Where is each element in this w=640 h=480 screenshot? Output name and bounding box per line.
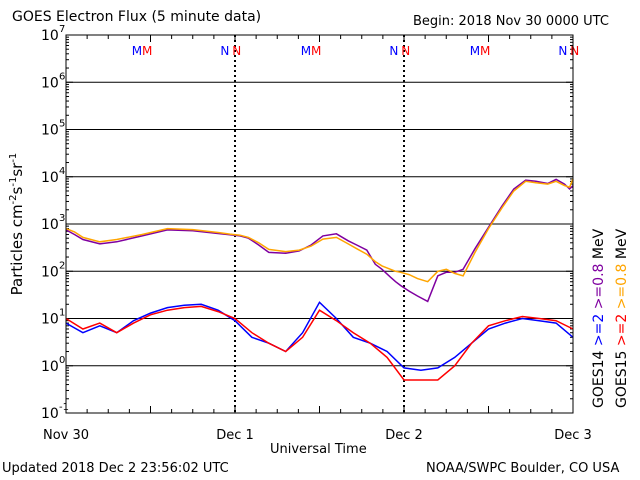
svg-text:10: 10 [41, 359, 59, 375]
svg-text:-1: -1 [59, 402, 69, 413]
orbit-marker: M [311, 44, 321, 58]
y-tick-label: 10 2 [41, 260, 65, 280]
y-tick-label: 10 5 [41, 119, 65, 139]
updated-timestamp: Updated 2018 Dec 2 23:56:02 UTC [2, 461, 229, 476]
y-tick-label: 10 3 [41, 213, 65, 233]
svg-text:GOES14 >=2 >=0.8 MeV: GOES14 >=2 >=0.8 MeV [591, 228, 607, 408]
svg-text:6: 6 [59, 71, 65, 82]
series-line [65, 178, 574, 303]
svg-text:7: 7 [59, 24, 65, 35]
series-line [65, 178, 574, 283]
svg-text:2: 2 [59, 260, 65, 271]
svg-text:10: 10 [41, 75, 59, 91]
svg-text:GOES15 >=2 >=0.8 MeV: GOES15 >=2 >=0.8 MeV [614, 228, 630, 408]
y-tick-label: 10 1 [41, 308, 65, 328]
y-axis-label: Particles cm-2s-1sr-1 [8, 153, 26, 296]
svg-text:10: 10 [41, 406, 59, 422]
orbit-marker: M [132, 44, 142, 58]
orbit-marker: N [232, 44, 241, 58]
x-tick-label: Dec 3 [554, 428, 592, 443]
credit-label: NOAA/SWPC Boulder, CO USA [426, 461, 620, 476]
x-tick-label: Nov 30 [43, 428, 89, 443]
legend: GOES14 >=2 >=0.8 MeV GOES15 >=2 >=0.8 MeV [591, 228, 630, 408]
svg-text:5: 5 [59, 119, 65, 130]
svg-text:10: 10 [41, 217, 59, 233]
y-tick-label: 10 4 [41, 166, 65, 186]
chart-title: GOES Electron Flux (5 minute data) [12, 9, 262, 25]
orbit-marker: N [220, 44, 229, 58]
y-tick-label: 10 6 [41, 71, 65, 91]
svg-text:Particles cm-2s-1sr-1: Particles cm-2s-1sr-1 [8, 153, 26, 296]
y-tick-label: 10 -1 [41, 402, 69, 422]
orbit-marker: M [470, 44, 480, 58]
svg-text:10: 10 [41, 123, 59, 139]
begin-label: Begin: 2018 Nov 30 0000 UTC [413, 14, 609, 29]
svg-text:10: 10 [41, 170, 59, 186]
svg-text:10: 10 [41, 28, 59, 44]
svg-text:3: 3 [59, 213, 65, 224]
orbit-marker: N [558, 44, 567, 58]
x-tick-label: Dec 1 [216, 428, 254, 443]
x-tick-label: Dec 2 [385, 428, 423, 443]
series-line [65, 301, 574, 372]
orbit-marker: N [389, 44, 398, 58]
svg-text:4: 4 [59, 166, 65, 177]
svg-text:10: 10 [41, 312, 59, 328]
y-tick-label: 10 7 [41, 24, 65, 44]
svg-text:10: 10 [41, 264, 59, 280]
plot-frame [65, 34, 574, 414]
x-axis-label: Universal Time [270, 442, 367, 457]
orbit-marker: M [301, 44, 311, 58]
orbit-marker: M [480, 44, 490, 58]
svg-text:0: 0 [59, 355, 65, 366]
series-line [65, 305, 574, 381]
orbit-marker: N [570, 44, 579, 58]
svg-text:1: 1 [59, 308, 65, 319]
orbit-marker: M [142, 44, 152, 58]
y-tick-label: 10 0 [41, 355, 65, 375]
orbit-marker: N [401, 44, 410, 58]
